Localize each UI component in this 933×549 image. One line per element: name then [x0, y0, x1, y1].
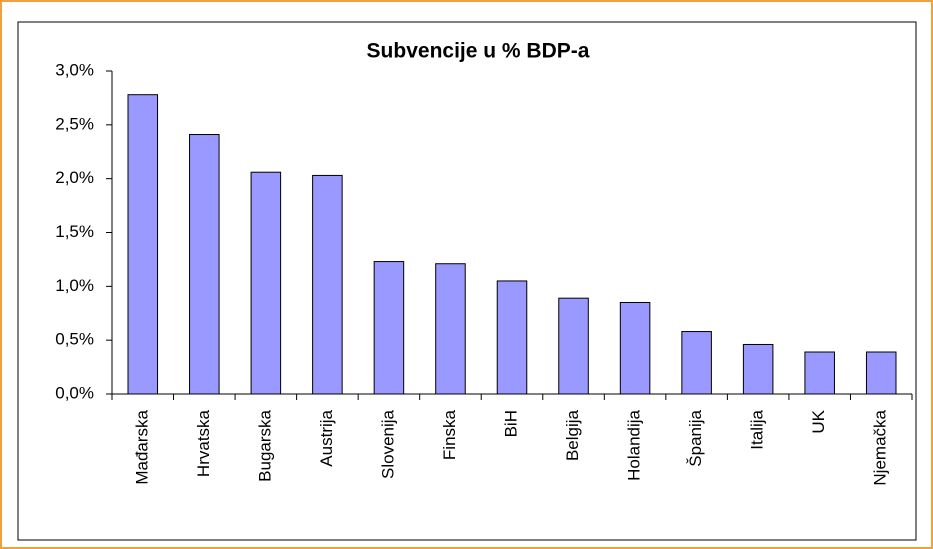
x-tick-label: Njemačka — [871, 409, 890, 485]
x-tick-label: Hrvatska — [194, 409, 213, 477]
y-tick-label: 2,5% — [55, 114, 94, 133]
bar — [558, 297, 589, 395]
x-tick-label: Slovenija — [378, 409, 397, 479]
chart-frame — [17, 21, 917, 541]
bar — [742, 343, 774, 395]
bar — [681, 331, 712, 395]
y-tick-label: 0,0% — [55, 383, 94, 402]
x-tick-label: Bugarska — [255, 409, 274, 481]
bar — [250, 171, 282, 395]
y-tick-label: 1,0% — [55, 276, 94, 295]
bar — [189, 134, 220, 395]
bar — [619, 301, 651, 395]
x-tick-label: Španija — [686, 409, 705, 466]
bar — [373, 261, 405, 395]
y-tick-label: 1,5% — [55, 222, 94, 241]
y-tick-label: 0,5% — [55, 330, 94, 349]
chart-title: Subvencije u % BDP-a — [367, 40, 590, 63]
x-tick-label: Belgija — [563, 409, 582, 461]
bar — [312, 174, 343, 395]
x-tick-label: UK — [809, 409, 828, 433]
x-tick-label: Holandija — [625, 409, 644, 480]
x-tick-label: BiH — [501, 410, 520, 437]
bar — [496, 280, 528, 395]
x-tick-label: Mađarska — [132, 409, 151, 484]
x-tick-label: Finska — [440, 409, 459, 460]
y-tick-label: 3,0% — [55, 60, 94, 79]
x-tick-label: Austrija — [317, 409, 336, 466]
bar — [804, 351, 835, 395]
bar — [865, 351, 897, 395]
y-tick-label: 2,0% — [55, 168, 94, 187]
bar — [127, 94, 159, 395]
bar — [435, 263, 466, 395]
x-tick-label: Italija — [748, 409, 767, 449]
